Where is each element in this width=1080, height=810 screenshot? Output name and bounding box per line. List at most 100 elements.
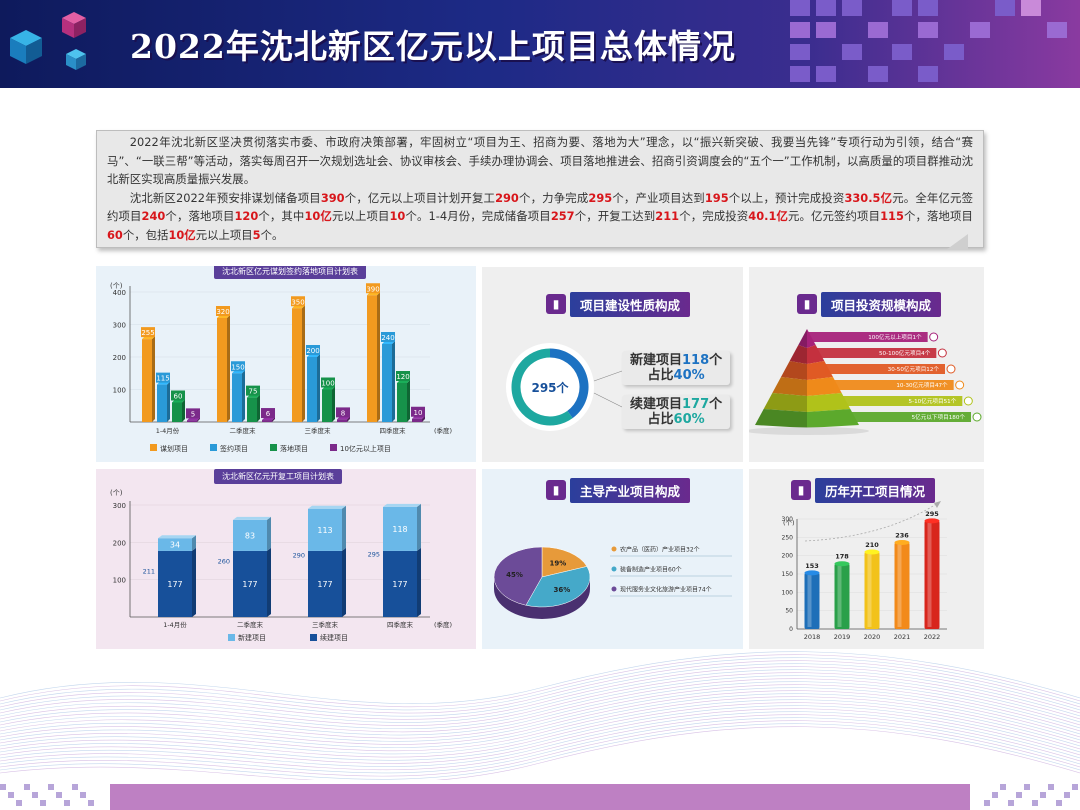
footer-square (1008, 800, 1014, 806)
bar-side (317, 354, 320, 422)
bar (367, 295, 377, 422)
x-tick-label: 二季度末 (230, 426, 257, 435)
nature-donut-chart: 295个 (506, 343, 623, 431)
wave-line (0, 693, 1080, 748)
x-tick-label: 2019 (834, 633, 851, 641)
text-run: 个，完成投资 (679, 209, 749, 224)
stack-top (233, 516, 271, 520)
highlight-number: 60 (107, 227, 123, 242)
data-label-bg (261, 408, 275, 419)
data-label: 177 (167, 580, 182, 589)
legend-label: 落地项目 (280, 444, 308, 453)
wave-line (0, 708, 1080, 764)
chart-title: 沈北新区亿元谋划签约落地项目计划表 (214, 266, 366, 279)
pie-slice (525, 566, 591, 608)
level-label: 5-10亿元项目51个 (909, 397, 957, 405)
new-project-label: 新建项目118个 占比40% (622, 351, 731, 385)
level-label-bg (833, 380, 954, 390)
pie-rim (494, 577, 590, 619)
wave-line (0, 651, 1080, 704)
data-label-bg (321, 377, 335, 388)
legend-swatch (228, 634, 235, 641)
wave-line (0, 690, 1080, 745)
bar-side (407, 380, 410, 422)
highlight-number: 211 (655, 209, 680, 224)
bar-side (347, 416, 350, 422)
bar (157, 384, 167, 422)
data-label: 75 (249, 388, 258, 396)
industry-pie-chart: 19% 36% 45% 农产品（医药）产业项目32个装备制造产业项目60个现代服务业文… (493, 546, 732, 619)
slice-value: 118 (682, 353, 710, 368)
data-label: 255 (141, 329, 154, 337)
page-fold-corner (946, 234, 968, 250)
data-label: 10 (414, 409, 423, 417)
data-label: 240 (381, 334, 394, 342)
text-run: 个以上，预计完成投资 (728, 190, 845, 205)
slice-name: 新建项目 (630, 353, 683, 368)
wave-line (0, 696, 1080, 752)
pyramid-right-face (807, 409, 859, 428)
chart-header: ▮ 项目建设性质构成 (546, 291, 691, 317)
legend-label: 谋划项目 (160, 444, 188, 453)
bar (864, 552, 880, 629)
y-tick-label: 250 (782, 534, 794, 541)
data-label: 390 (366, 285, 379, 293)
chart-icon: ▮ (797, 294, 817, 314)
footer-square (80, 792, 86, 798)
chart-icon: ▮ (546, 480, 566, 500)
wave-line (0, 705, 1080, 761)
data-label-bg (366, 283, 380, 294)
leader-line (593, 392, 623, 408)
bar (262, 420, 272, 422)
y-tick-label: 200 (782, 553, 794, 560)
chart-icon: ▮ (791, 480, 811, 500)
data-label: 320 (216, 308, 229, 316)
level-label: 50-100亿元项目4个 (879, 349, 931, 357)
highlight-number: 10 (389, 209, 406, 224)
y-tick-label: 100 (782, 589, 794, 596)
bar (187, 420, 197, 422)
chart-icon: ▮ (546, 294, 566, 314)
intro-paragraph-2: 沈北新区2022年预安排谋划储备项目390个，亿元以上项目计划开复工290个，力… (107, 189, 973, 245)
bar-side (272, 417, 275, 422)
data-label-bg (156, 372, 170, 383)
bar-highlight (807, 574, 812, 627)
bar (894, 542, 910, 629)
footer-square (0, 784, 6, 790)
y-tick-label: 400 (113, 289, 126, 297)
level-label-bg (816, 348, 937, 358)
footer-square (32, 792, 38, 798)
text-run: 个。1-4月份，完成储备项目 (405, 209, 551, 224)
data-label: 177 (392, 580, 407, 589)
bar (412, 418, 422, 422)
chart-header: ▮ 主导产业项目构成 (546, 477, 691, 503)
total-label: 260 (218, 558, 230, 566)
chart-header: ▮ 项目投资规模构成 (797, 291, 942, 317)
wave-line (0, 657, 1080, 711)
bar-side (242, 370, 245, 422)
wave-line (0, 678, 1080, 733)
highlight-number: 40.1亿 (748, 209, 788, 224)
stack-side (192, 535, 196, 551)
pyramid-left-face (755, 409, 807, 428)
bar-side (302, 305, 305, 422)
bar-side (197, 417, 200, 422)
stack-side (417, 503, 421, 551)
y-tick-label: 300 (113, 322, 126, 330)
stack-segment (308, 508, 342, 551)
bar (322, 389, 332, 422)
text-run: 个，产业项目达到 (612, 190, 705, 205)
legend-label: 装备制造产业项目60个 (620, 566, 682, 574)
slice-percent: 60% (673, 412, 705, 427)
footer-square (1064, 792, 1070, 798)
stack-side (192, 547, 196, 617)
bar-highlight (927, 522, 932, 627)
legend-dot (611, 586, 617, 592)
text-run: 个，落地项目 (903, 209, 973, 224)
text-run: 个，亿元以上项目计划开复工 (344, 190, 496, 205)
wave-line (0, 684, 1080, 739)
panel-industry-chart: ▮ 主导产业项目构成 19% 36% 45% 农产品（医药）产业项目32个 装备制造产业… (482, 469, 743, 649)
text-run: 元。亿元签约项目 (788, 209, 881, 224)
data-label-bg (216, 306, 230, 316)
bar-side (167, 381, 170, 422)
